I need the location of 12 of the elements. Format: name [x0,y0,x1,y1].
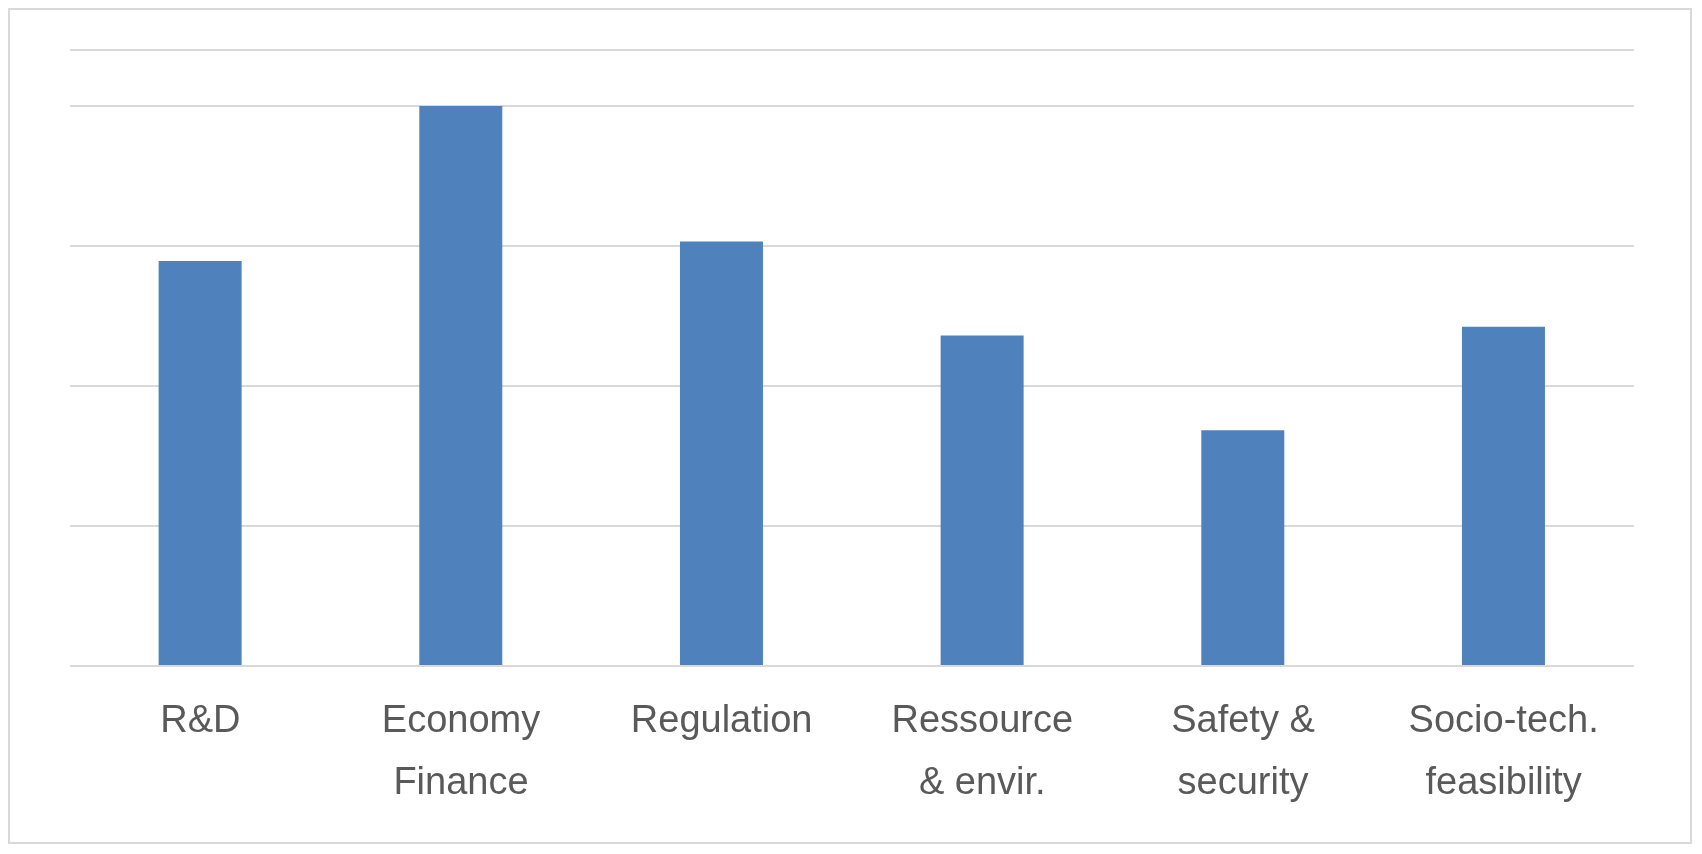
bar [1461,326,1545,666]
bar [679,241,763,666]
x-tick-label: Regulation [630,698,813,740]
bar [940,335,1024,666]
x-tick-label: Economy Finance [381,698,541,802]
bar [158,261,242,666]
bar [1201,430,1285,666]
x-tick-label: Ressource & envir. [891,698,1074,802]
x-tick-label: Socio-tech. feasibility [1408,698,1599,802]
x-tick-label: Safety & security [1171,698,1315,802]
x-tick-label: R&D [160,698,241,740]
bar [419,106,503,666]
